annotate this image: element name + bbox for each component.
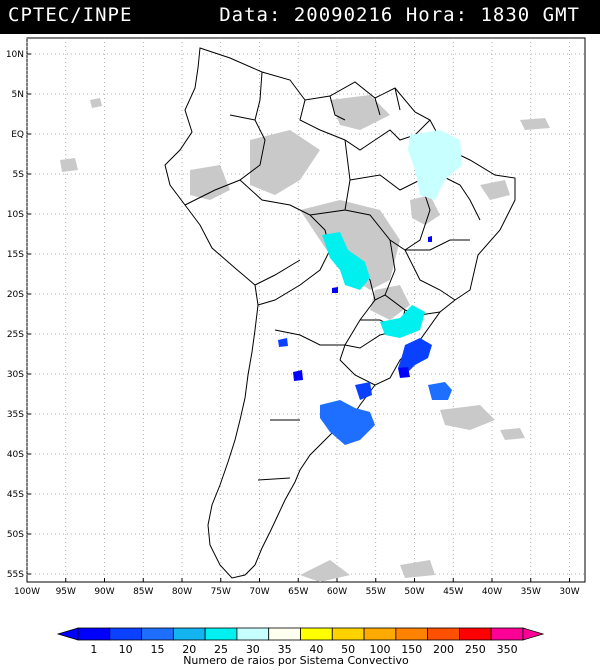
map-frame: [26, 37, 586, 583]
legend-swatch: [204, 627, 238, 641]
legend-value: 35: [278, 643, 292, 656]
system-blue-south-a: [398, 338, 432, 372]
lon-label: 75W: [211, 587, 231, 597]
legend-swatch: [172, 627, 206, 641]
legend-swatch: [427, 627, 460, 641]
lon-label: 65W: [288, 587, 308, 597]
legend-value: 250: [465, 643, 486, 656]
legend-bar: [56, 627, 545, 641]
system-blue-uruguay: [320, 400, 375, 445]
time-label: Hora:: [405, 4, 469, 26]
legend-title: Numero de raios por Sistema Convectivo: [183, 654, 409, 667]
legend-swatch: [236, 627, 270, 641]
system-blue-small-d: [332, 287, 338, 293]
legend-swatch: [300, 627, 333, 641]
lon-label: 70W: [249, 587, 269, 597]
lightning-systems: [278, 130, 462, 445]
date-value: 20090216: [293, 4, 394, 26]
lat-label: 10S: [7, 210, 24, 220]
legend-swatch: [363, 627, 397, 641]
lon-label: 45W: [443, 587, 463, 597]
legend-swatch: [141, 627, 174, 641]
system-blue-south-b: [355, 382, 372, 400]
lat-label: 50S: [7, 530, 24, 540]
lat-label: 35S: [7, 410, 24, 420]
lon-label: 30W: [559, 587, 579, 597]
time-value: 1830 GMT: [480, 4, 580, 26]
system-blue-small-b: [278, 338, 288, 347]
cloud-cover: [60, 95, 550, 582]
legend-swatch: [109, 627, 142, 641]
legend-swatch: [268, 627, 301, 641]
legend-value: 150: [401, 643, 422, 656]
system-blue-small-c: [398, 367, 410, 378]
color-legend: 1 10 15 20 25 30 35 40 50 100 150 200 250 350 Numero …: [56, 627, 545, 667]
lat-label: 55S: [7, 570, 24, 580]
system-blue-small-a: [293, 370, 303, 381]
system-lightcyan-northeast: [408, 130, 462, 200]
legend-labels: 1 10 15 20 25 30 35 40 50 100 150 200 250 350: [90, 643, 517, 656]
system-cyan-southeast: [380, 305, 425, 338]
lat-label: 5S: [13, 170, 25, 180]
legend-arrow-right: [522, 627, 545, 641]
lat-label: 40S: [7, 450, 24, 460]
legend-value: 30: [246, 643, 260, 656]
system-blue-atlantic: [428, 382, 452, 400]
legend-value: 15: [150, 643, 164, 656]
lon-label: 85W: [133, 587, 153, 597]
lat-label: 15S: [7, 250, 24, 260]
lightning-map: 10N 5N EQ 5S 10S 15S 20S 25S 30S 35S 40S 45S 50S 55S 1…: [6, 37, 586, 597]
legend-value: 50: [341, 643, 355, 656]
org-title: CPTEC/INPE: [8, 4, 133, 26]
lon-label: 100W: [14, 587, 40, 597]
legend-value: 200: [433, 643, 454, 656]
header-bar: CPTEC/INPE Data: 20090216 Hora: 1830 GMT: [0, 0, 600, 34]
lat-label: 5N: [12, 90, 24, 100]
legend-arrow-left: [56, 627, 79, 641]
legend-swatch: [331, 627, 365, 641]
lat-label: 10N: [6, 50, 24, 60]
legend-value: 20: [182, 643, 196, 656]
lon-label: 40W: [482, 587, 502, 597]
lon-label: 35W: [521, 587, 541, 597]
legend-value: 350: [497, 643, 518, 656]
legend-value: 100: [369, 643, 390, 656]
lat-label: 45S: [7, 490, 24, 500]
lat-label: EQ: [11, 130, 24, 140]
lat-label: 20S: [7, 290, 24, 300]
timestamp: Data: 20090216 Hora: 1830 GMT: [219, 4, 580, 26]
system-blue-small-e: [428, 236, 432, 242]
legend-swatch: [77, 627, 111, 641]
legend-swatch: [395, 627, 429, 641]
legend-swatch: [490, 627, 524, 641]
system-cyan-mato-grosso: [322, 232, 370, 290]
lon-label: 55W: [366, 587, 386, 597]
legend-value: 40: [309, 643, 323, 656]
lon-label: 50W: [404, 587, 424, 597]
lat-label: 25S: [7, 330, 24, 340]
axis-labels: 10N 5N EQ 5S 10S 15S 20S 25S 30S 35S 40S 45S 50S 55S 1…: [6, 50, 580, 597]
legend-value: 1: [90, 643, 97, 656]
date-label: Data:: [219, 4, 282, 26]
lon-label: 60W: [327, 587, 347, 597]
legend-value: 25: [214, 643, 228, 656]
lon-label: 95W: [56, 587, 76, 597]
lon-label: 80W: [172, 587, 192, 597]
lat-label: 30S: [7, 370, 24, 380]
lat-lon-grid: [26, 38, 585, 582]
lon-label: 90W: [94, 587, 114, 597]
legend-value: 10: [119, 643, 133, 656]
legend-swatch: [459, 627, 492, 641]
